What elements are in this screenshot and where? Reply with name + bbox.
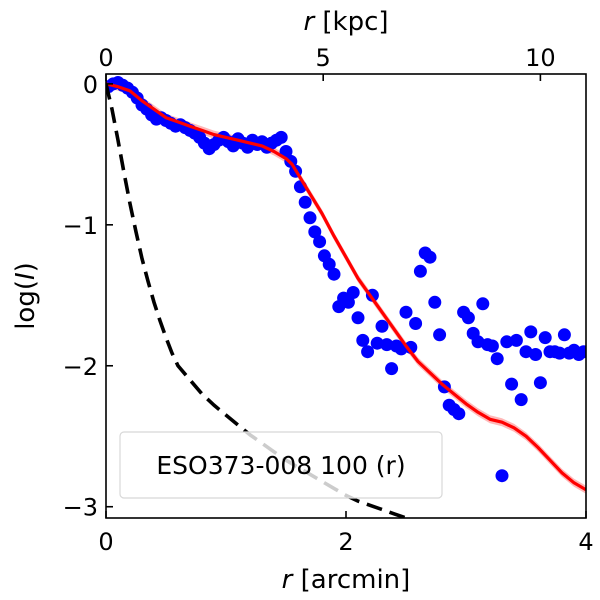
data-point: [428, 295, 442, 309]
top-axis-title-symbol: r: [303, 7, 316, 37]
top-tick-label: 0: [98, 44, 113, 72]
data-point: [274, 130, 288, 144]
x-tick-label: 4: [578, 528, 593, 556]
data-point: [514, 393, 528, 407]
x-axis-title: r [arcmin]: [282, 565, 411, 595]
data-point: [505, 377, 519, 391]
data-point: [356, 333, 370, 347]
axis-ticks: 0 2 40−1−2−30 5 10: [63, 44, 594, 556]
top-tick-label: 5: [316, 44, 331, 72]
data-point: [327, 267, 341, 281]
data-point: [557, 328, 571, 342]
data-point: [452, 407, 466, 421]
legend-box: [119, 431, 443, 499]
y-axis-title-symbol: I: [11, 272, 41, 280]
top-axis-title-unit: [kpc]: [322, 7, 388, 37]
data-point: [404, 340, 418, 354]
data-point: [529, 348, 543, 361]
y-axis-title: log(I): [11, 262, 41, 330]
x-axis-title-unit: [arcmin]: [301, 565, 411, 595]
data-point: [461, 311, 475, 325]
y-tick-label: 0: [83, 71, 98, 99]
data-point: [476, 297, 490, 311]
data-point: [433, 328, 447, 342]
psf-line: [106, 83, 407, 518]
data-point: [399, 305, 413, 319]
data-point: [533, 376, 547, 390]
legend-label: ESO373-008 100 (r): [156, 451, 405, 480]
data-point: [485, 339, 499, 353]
data-point: [308, 225, 322, 239]
data-point: [298, 195, 312, 209]
model-curve: [106, 82, 586, 492]
data-point: [279, 145, 293, 158]
psf-curve: [106, 83, 407, 518]
data-point: [409, 317, 423, 330]
model-line: [106, 82, 586, 492]
data-point: [370, 336, 384, 350]
data-point: [303, 211, 317, 225]
top-tick-label: 10: [525, 44, 556, 72]
data-point: [313, 235, 327, 249]
data-points: [106, 76, 586, 483]
x-tick-label: 2: [338, 528, 353, 556]
x-axis-title-symbol: r: [282, 565, 295, 595]
y-tick-label: −3: [63, 494, 98, 522]
data-point: [524, 325, 538, 339]
data-point: [361, 345, 375, 359]
data-point: [577, 345, 586, 359]
data-point: [500, 335, 514, 349]
data-point: [346, 286, 360, 299]
data-point: [351, 311, 365, 325]
data-point: [341, 295, 355, 309]
y-axis-title-suffix: ): [11, 262, 41, 272]
data-point: [413, 264, 427, 278]
data-point: [380, 338, 394, 352]
y-axis-title-prefix: log(: [11, 280, 41, 330]
legend: ESO373-008 100 (r): [119, 431, 443, 499]
data-point: [538, 331, 552, 345]
data-point: [495, 469, 509, 483]
y-tick-label: −2: [63, 353, 98, 381]
y-tick-label: −1: [63, 212, 98, 240]
x-tick-label: 0: [98, 528, 113, 556]
data-point: [509, 333, 523, 347]
data-point: [423, 250, 437, 264]
data-point: [322, 257, 336, 271]
data-point: [490, 352, 504, 366]
data-point: [375, 319, 389, 333]
data-point: [385, 362, 399, 376]
top-axis-title: r [kpc]: [303, 7, 388, 37]
data-point: [553, 346, 567, 360]
